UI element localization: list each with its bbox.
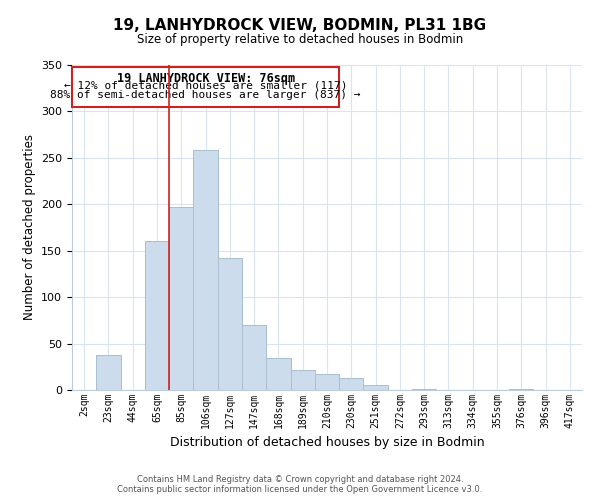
X-axis label: Distribution of detached houses by size in Bodmin: Distribution of detached houses by size …: [170, 436, 484, 450]
Bar: [218, 258, 242, 390]
Bar: [412, 389, 436, 390]
Bar: [509, 389, 533, 390]
Text: 19, LANHYDROCK VIEW, BODMIN, PL31 1BG: 19, LANHYDROCK VIEW, BODMIN, PL31 1BG: [113, 18, 487, 32]
Text: Contains HM Land Registry data © Crown copyright and database right 2024.: Contains HM Land Registry data © Crown c…: [137, 475, 463, 484]
Y-axis label: Number of detached properties: Number of detached properties: [23, 134, 35, 320]
Bar: [339, 378, 364, 390]
Bar: [193, 150, 218, 390]
Bar: [169, 207, 193, 390]
Bar: [145, 242, 169, 390]
Text: ← 12% of detached houses are smaller (117): ← 12% of detached houses are smaller (11…: [64, 81, 347, 91]
Text: 19 LANHYDROCK VIEW: 76sqm: 19 LANHYDROCK VIEW: 76sqm: [116, 72, 295, 86]
Bar: [315, 374, 339, 390]
Bar: [290, 370, 315, 390]
Text: 88% of semi-detached houses are larger (837) →: 88% of semi-detached houses are larger (…: [50, 90, 361, 100]
Bar: [96, 354, 121, 390]
Text: Size of property relative to detached houses in Bodmin: Size of property relative to detached ho…: [137, 32, 463, 46]
Bar: [242, 325, 266, 390]
Text: Contains public sector information licensed under the Open Government Licence v3: Contains public sector information licen…: [118, 485, 482, 494]
Bar: [266, 358, 290, 390]
FancyBboxPatch shape: [72, 67, 339, 107]
Bar: [364, 386, 388, 390]
